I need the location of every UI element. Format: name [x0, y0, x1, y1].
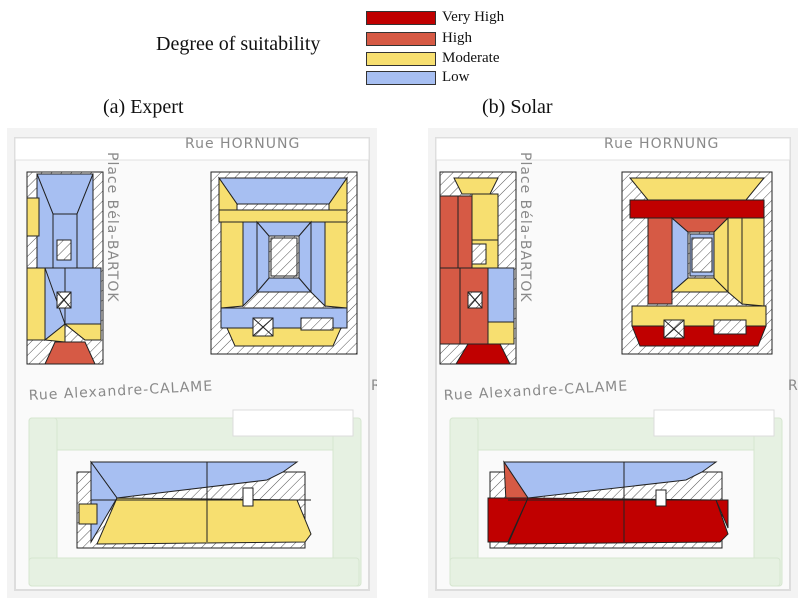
legend-item-low: Low — [366, 69, 566, 88]
legend: Degree of suitability Very High High Mod… — [0, 0, 805, 90]
building-south — [76, 460, 312, 549]
legend-label: Very High — [442, 9, 505, 25]
building-north-east — [621, 171, 773, 355]
street-label-hornung: Rue HORNUNG — [185, 136, 300, 152]
street-label-hornung: Rue HORNUNG — [604, 136, 719, 152]
legend-item-very-high: Very High — [366, 9, 566, 28]
legend-swatch — [366, 32, 436, 46]
map-panel-expert: Rue HORNUNG Place Béla-BARTOK Rue Alexan… — [7, 128, 377, 598]
street-label-bartok: Place Béla-BARTOK — [517, 152, 533, 303]
caption-expert: (a) Expert — [103, 96, 184, 118]
building-west — [26, 171, 104, 365]
map-panel-solar: Rue HORNUNG Place Béla-BARTOK Rue Alexan… — [428, 128, 798, 598]
building-north-east — [210, 171, 358, 355]
courtyard-path — [232, 409, 354, 437]
legend-label: High — [442, 30, 472, 46]
legend-swatch — [366, 11, 436, 25]
legend-item-moderate: Moderate — [366, 50, 566, 69]
legend-label: Moderate — [442, 50, 500, 66]
street-label-edge: Ru — [371, 378, 377, 394]
legend-swatch — [366, 71, 436, 85]
caption-solar: (b) Solar — [482, 96, 553, 118]
courtyard-path — [653, 409, 775, 437]
building-south — [487, 460, 729, 549]
street-label-edge: Ru — [788, 378, 798, 394]
street-label-bartok: Place Béla-BARTOK — [104, 152, 120, 303]
legend-item-high: High — [366, 30, 566, 49]
legend-title: Degree of suitability — [156, 33, 321, 55]
building-west — [439, 171, 517, 365]
green-areas — [28, 417, 362, 587]
legend-swatch — [366, 52, 436, 66]
legend-label: Low — [442, 69, 470, 85]
street-hornung — [435, 137, 791, 161]
street-hornung — [14, 137, 370, 161]
